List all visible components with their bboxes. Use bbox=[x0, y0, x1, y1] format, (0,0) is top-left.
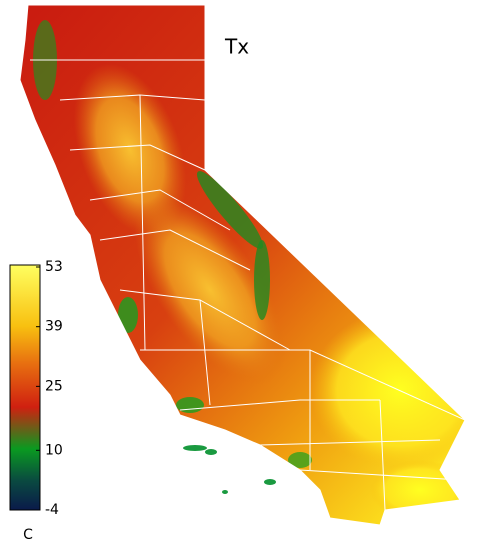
county-lines bbox=[30, 59, 465, 511]
colorbar-tick-label: 25 bbox=[45, 378, 63, 394]
colorbar-label: C bbox=[23, 527, 33, 543]
colorbar-tick-label: 39 bbox=[45, 319, 63, 335]
colorbar-tick-label: 53 bbox=[45, 259, 63, 275]
colorbar-tick-label: -4 bbox=[45, 502, 59, 518]
colorbar-tick-label: 10 bbox=[45, 442, 63, 458]
colorbar bbox=[9, 264, 41, 511]
state-outline bbox=[19, 4, 466, 526]
map-title: Tx bbox=[224, 35, 249, 59]
islands bbox=[183, 445, 276, 494]
